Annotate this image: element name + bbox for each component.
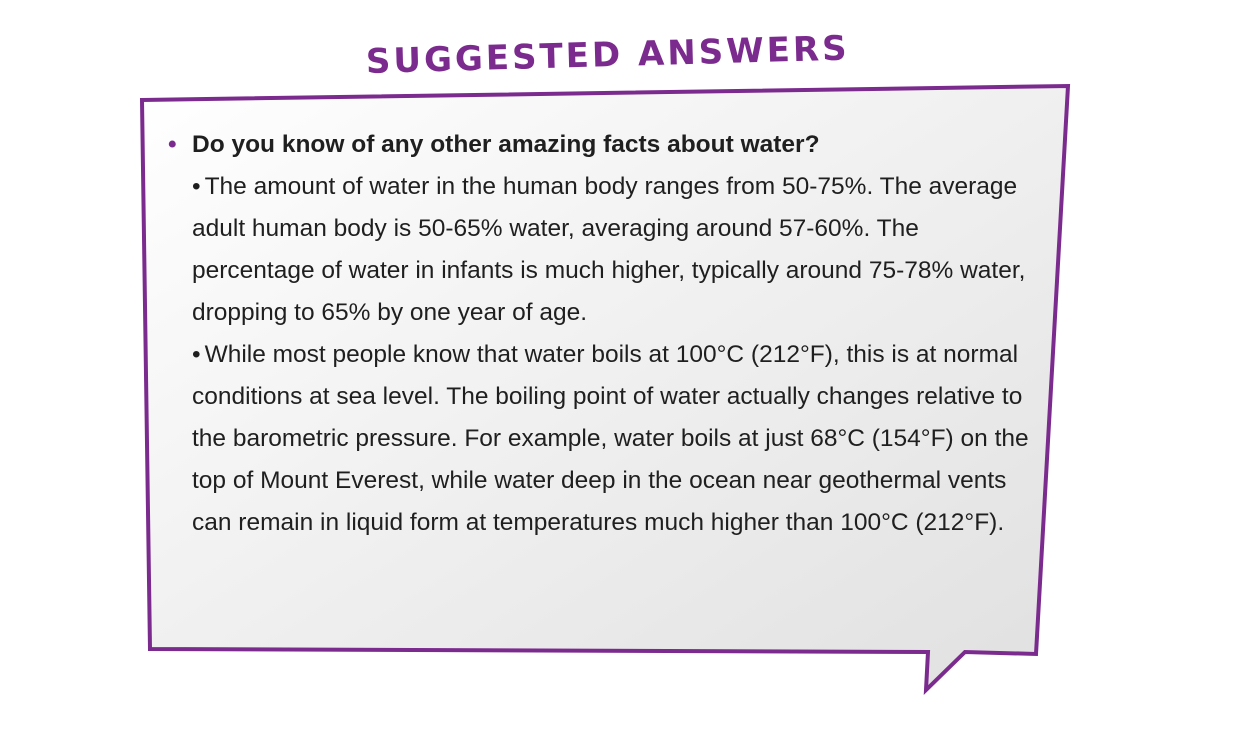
- question-item: • Do you know of any other amazing facts…: [168, 124, 1048, 166]
- answer-item: • The amount of water in the human body r…: [168, 166, 1048, 334]
- answer-content: • Do you know of any other amazing facts…: [168, 124, 1048, 544]
- bullet-icon: •: [168, 131, 177, 158]
- bullet-icon: •: [192, 341, 201, 368]
- answer-text: The amount of water in the human body ra…: [192, 173, 1026, 326]
- answer-text: While most people know that water boils …: [192, 341, 1029, 536]
- bullet-icon: •: [192, 173, 201, 200]
- question-text: Do you know of any other amazing facts a…: [192, 131, 820, 158]
- answer-item: • While most people know that water boils…: [168, 334, 1048, 544]
- speech-bubble-outline: [139, 83, 1071, 696]
